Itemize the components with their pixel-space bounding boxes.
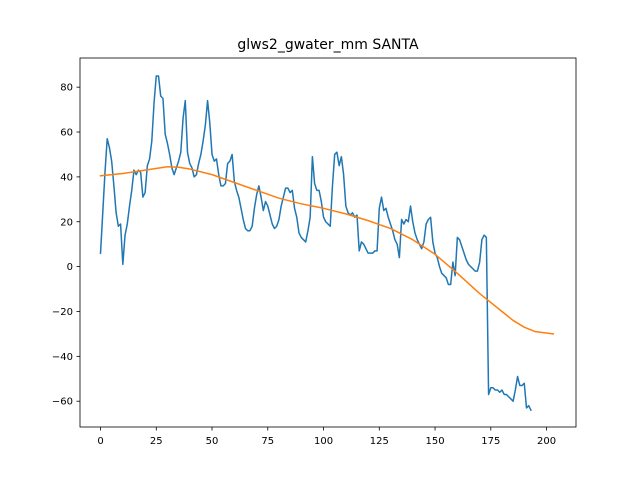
y-tick-label: 20 (60, 217, 73, 228)
y-tick-label: −40 (52, 352, 73, 363)
y-tick-label: 60 (60, 128, 73, 139)
x-tick-label: 50 (206, 436, 219, 447)
x-tick-label: 175 (481, 436, 500, 447)
x-tick-label: 100 (314, 436, 333, 447)
y-tick-label: 0 (67, 262, 73, 273)
x-tick-label: 150 (426, 436, 445, 447)
x-tick-label: 125 (370, 436, 389, 447)
chart-title: glws2_gwater_mm SANTA (237, 37, 419, 53)
y-tick-label: 80 (60, 83, 73, 94)
x-tick-label: 75 (261, 436, 274, 447)
x-tick-label: 25 (150, 436, 163, 447)
y-tick-label: −20 (52, 307, 73, 318)
axes-frame (79, 57, 577, 428)
y-tick-label: 40 (60, 172, 73, 183)
plot-area: 0 25 50 75 100 125 150 175 200 −60 −40 −20 0 20 40 60 80 (52, 57, 577, 447)
x-tick-label: 0 (97, 436, 103, 447)
series-line-1 (99, 166, 555, 335)
x-tick-label: 200 (537, 436, 556, 447)
series-line-0 (99, 75, 532, 412)
y-tick-label: −60 (52, 397, 73, 408)
